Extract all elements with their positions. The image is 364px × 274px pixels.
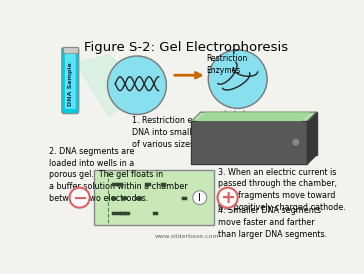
Text: I: I [198, 193, 201, 203]
FancyBboxPatch shape [65, 54, 76, 109]
Polygon shape [191, 112, 317, 121]
Text: Restriction
Enzymes: Restriction Enzymes [207, 55, 248, 75]
FancyBboxPatch shape [62, 47, 79, 114]
Text: 4. Smaller DNA segments
move faster and farther
than larger DNA segments.: 4. Smaller DNA segments move faster and … [218, 206, 327, 239]
Text: +: + [220, 189, 235, 207]
Text: 2. DNA segments are
loaded into wells in a
porous gel.  The gel floats in
a buff: 2. DNA segments are loaded into wells in… [50, 147, 188, 203]
Circle shape [208, 50, 267, 108]
Text: 1. Restriction enzymes cleave
DNA into smaller segments
of various sizes.: 1. Restriction enzymes cleave DNA into s… [132, 116, 253, 149]
Polygon shape [308, 112, 317, 164]
Polygon shape [197, 113, 309, 121]
Text: −: − [72, 189, 87, 207]
Circle shape [70, 188, 90, 208]
FancyBboxPatch shape [94, 170, 214, 226]
Text: Figure S-2: Gel Electrophoresis: Figure S-2: Gel Electrophoresis [84, 41, 289, 54]
Text: www.sliderbase.com: www.sliderbase.com [154, 234, 219, 239]
Circle shape [193, 191, 207, 205]
Circle shape [292, 138, 300, 146]
Circle shape [107, 56, 166, 115]
Polygon shape [191, 121, 308, 164]
FancyBboxPatch shape [63, 47, 78, 53]
Polygon shape [201, 112, 317, 155]
Circle shape [218, 188, 238, 208]
Text: DNA Sample: DNA Sample [68, 62, 73, 106]
Polygon shape [76, 55, 146, 116]
Text: 3. When an electric current is
passed through the chamber,
DNA fragments move to: 3. When an electric current is passed th… [218, 168, 345, 212]
